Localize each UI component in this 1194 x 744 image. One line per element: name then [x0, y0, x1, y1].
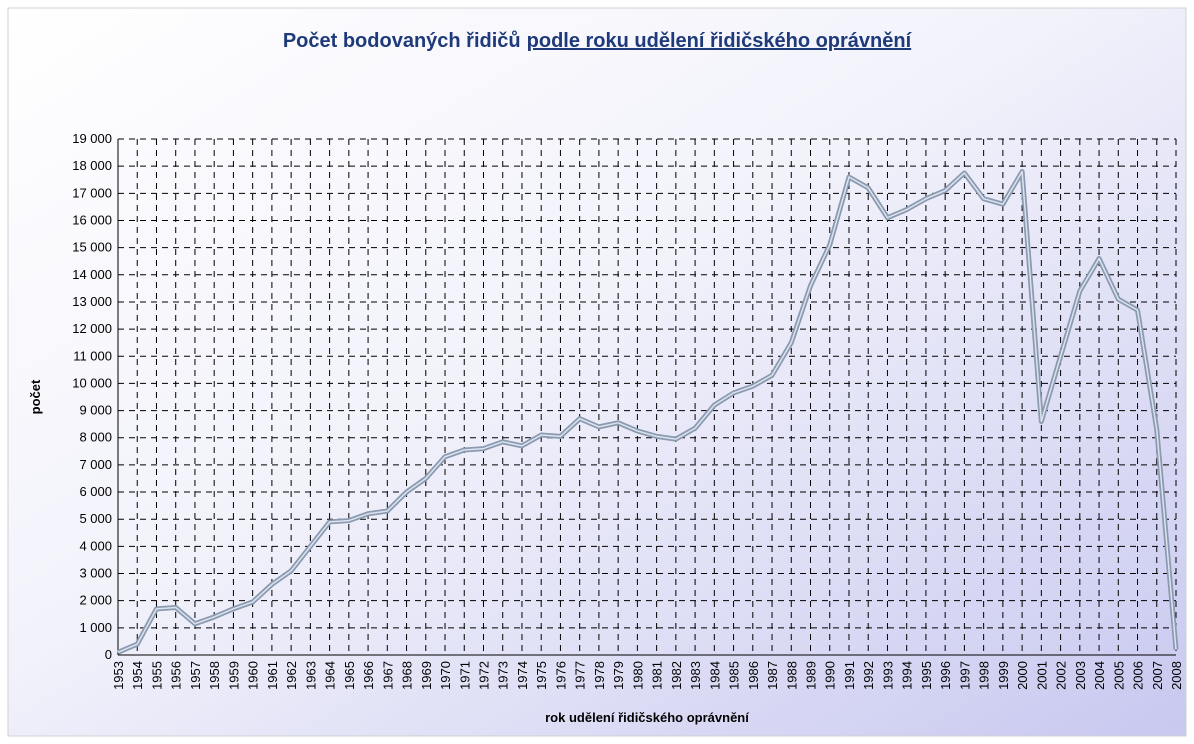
- x-tick-label: 1971: [457, 661, 472, 690]
- x-tick-label: 1963: [303, 661, 318, 690]
- y-tick-label: 18 000: [72, 158, 112, 173]
- x-tick-label: 1995: [919, 661, 934, 690]
- x-tick-label: 1994: [900, 661, 915, 690]
- y-tick-label: 4 000: [79, 538, 112, 553]
- x-tick-label: 1967: [380, 661, 395, 690]
- x-tick-label: 1974: [515, 661, 530, 690]
- x-tick-label: 1992: [861, 661, 876, 690]
- x-tick-label: 2005: [1111, 661, 1126, 690]
- x-tick-label: 1993: [880, 661, 895, 690]
- x-tick-label: 1975: [534, 661, 549, 690]
- y-tick-label: 12 000: [72, 321, 112, 336]
- y-tick-label: 13 000: [72, 294, 112, 309]
- x-tick-label: 2003: [1073, 661, 1088, 690]
- x-tick-label: 1977: [573, 661, 588, 690]
- x-tick-label: 1978: [592, 661, 607, 690]
- x-tick-label: 1955: [149, 661, 164, 690]
- x-tick-label: 2008: [1169, 661, 1184, 690]
- x-tick-label: 1954: [130, 661, 145, 690]
- y-tick-label: 17 000: [72, 185, 112, 200]
- x-tick-label: 1986: [746, 661, 761, 690]
- x-tick-label: 1996: [938, 661, 953, 690]
- x-tick-label: 1980: [630, 661, 645, 690]
- x-tick-label: 1972: [476, 661, 491, 690]
- x-tick-label: 2001: [1034, 661, 1049, 690]
- x-tick-label: 1957: [188, 661, 203, 690]
- x-tick-label: 1982: [669, 661, 684, 690]
- y-tick-label: 16 000: [72, 212, 112, 227]
- x-tick-label: 1961: [265, 661, 280, 690]
- title-part: podle roku udělení řidičského oprávnění: [527, 30, 913, 52]
- x-tick-label: 1983: [688, 661, 703, 690]
- x-tick-label: 1988: [784, 661, 799, 690]
- x-tick-label: 1966: [361, 661, 376, 690]
- x-tick-label: 1953: [111, 661, 126, 690]
- x-tick-label: 2006: [1131, 661, 1146, 690]
- x-tick-label: 1998: [977, 661, 992, 690]
- x-tick-label: 1979: [611, 661, 626, 690]
- x-tick-label: 1965: [342, 661, 357, 690]
- x-tick-label: 1959: [226, 661, 241, 690]
- chart-title: Počet bodovaných řidičů podle roku udělen…: [283, 30, 913, 52]
- y-tick-label: 10 000: [72, 375, 112, 390]
- y-tick-label: 11 000: [73, 348, 112, 363]
- y-tick-label: 14 000: [72, 267, 112, 282]
- title-part: Počet bodovaných řidičů: [283, 30, 521, 52]
- x-tick-label: 1981: [650, 661, 665, 690]
- x-tick-label: 1958: [207, 661, 222, 690]
- x-tick-label: 2000: [1015, 661, 1030, 690]
- y-tick-label: 5 000: [79, 511, 112, 526]
- y-tick-label: 2 000: [79, 593, 112, 608]
- y-axis-label: počet: [28, 379, 43, 414]
- x-tick-label: 1985: [727, 661, 742, 690]
- x-tick-label: 2004: [1092, 661, 1107, 690]
- x-tick-label: 1968: [400, 661, 415, 690]
- x-tick-label: 2002: [1054, 661, 1069, 690]
- x-tick-label: 2007: [1150, 661, 1165, 690]
- y-tick-label: 19 000: [72, 131, 112, 146]
- x-tick-label: 1956: [169, 661, 184, 690]
- y-tick-label: 6 000: [79, 484, 112, 499]
- x-tick-label: 1990: [823, 661, 838, 690]
- x-tick-label: 1964: [323, 661, 338, 690]
- x-tick-label: 1970: [438, 661, 453, 690]
- y-tick-label: 3 000: [79, 566, 112, 581]
- x-tick-label: 1960: [246, 661, 261, 690]
- x-tick-label: 1969: [419, 661, 434, 690]
- x-axis-label: rok udělení řidičského oprávnění: [545, 710, 749, 725]
- x-tick-label: 1984: [707, 661, 722, 690]
- y-tick-label: 15 000: [72, 240, 112, 255]
- y-tick-label: 9 000: [79, 403, 112, 418]
- y-tick-label: 1 000: [79, 620, 112, 635]
- y-tick-label: 8 000: [79, 430, 112, 445]
- y-tick-label: 0: [105, 647, 112, 662]
- x-tick-label: 1991: [842, 661, 857, 690]
- x-tick-label: 1987: [765, 661, 780, 690]
- x-tick-label: 1999: [996, 661, 1011, 690]
- x-tick-label: 1973: [496, 661, 511, 690]
- x-tick-label: 1962: [284, 661, 299, 690]
- x-tick-label: 1989: [804, 661, 819, 690]
- series-line: [117, 170, 1177, 653]
- chart-background: [7, 7, 1187, 737]
- x-tick-label: 1976: [553, 661, 568, 690]
- y-tick-label: 7 000: [79, 457, 112, 472]
- x-tick-label: 1997: [957, 661, 972, 690]
